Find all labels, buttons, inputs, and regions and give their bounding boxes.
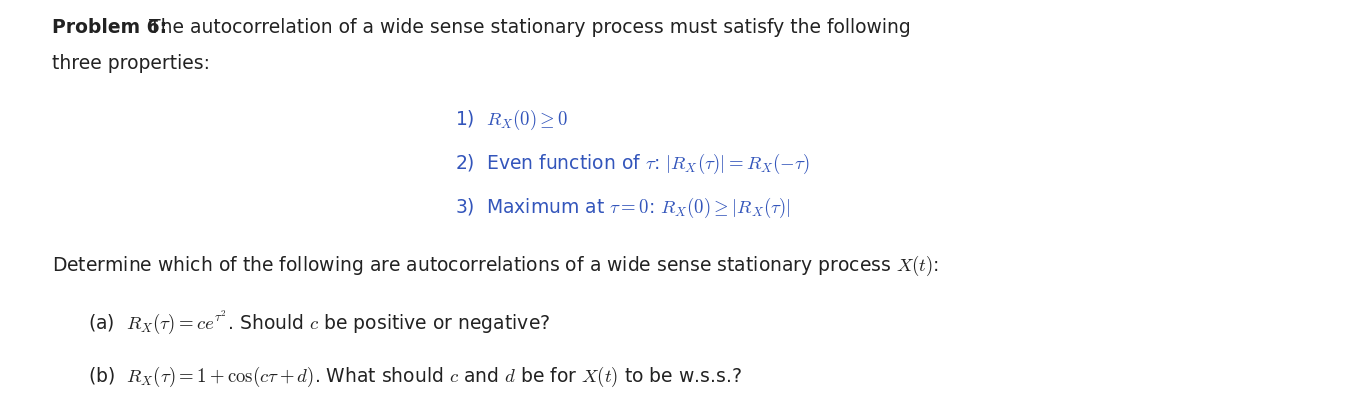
Text: Determine which of the following are autocorrelations of a wide sense stationary: Determine which of the following are aut… [52,253,939,278]
Text: 1)  $R_X(0) \geq 0$: 1) $R_X(0) \geq 0$ [455,108,567,132]
Text: 3)  Maximum at $\tau = 0$: $R_X(0) \geq |R_X(\tau)|$: 3) Maximum at $\tau = 0$: $R_X(0) \geq |… [455,196,791,220]
Text: (b)  $R_X(\tau) = 1 + \cos(c\tau + d)$. What should $c$ and $d$ be for $X(t)$ to: (b) $R_X(\tau) = 1 + \cos(c\tau + d)$. W… [88,365,742,389]
Text: three properties:: three properties: [52,54,209,73]
Text: (a)  $R_X(\tau) = ce^{\tau^2}$. Should $c$ be positive or negative?: (a) $R_X(\tau) = ce^{\tau^2}$. Should $c… [88,309,551,336]
Text: 2)  Even function of $\tau$: $|R_X(\tau)| = R_X(-\tau)$: 2) Even function of $\tau$: $|R_X(\tau)|… [455,152,809,176]
Text: Problem 6:: Problem 6: [52,18,167,37]
Text: The autocorrelation of a wide sense stationary process must satisfy the followin: The autocorrelation of a wide sense stat… [149,18,911,37]
